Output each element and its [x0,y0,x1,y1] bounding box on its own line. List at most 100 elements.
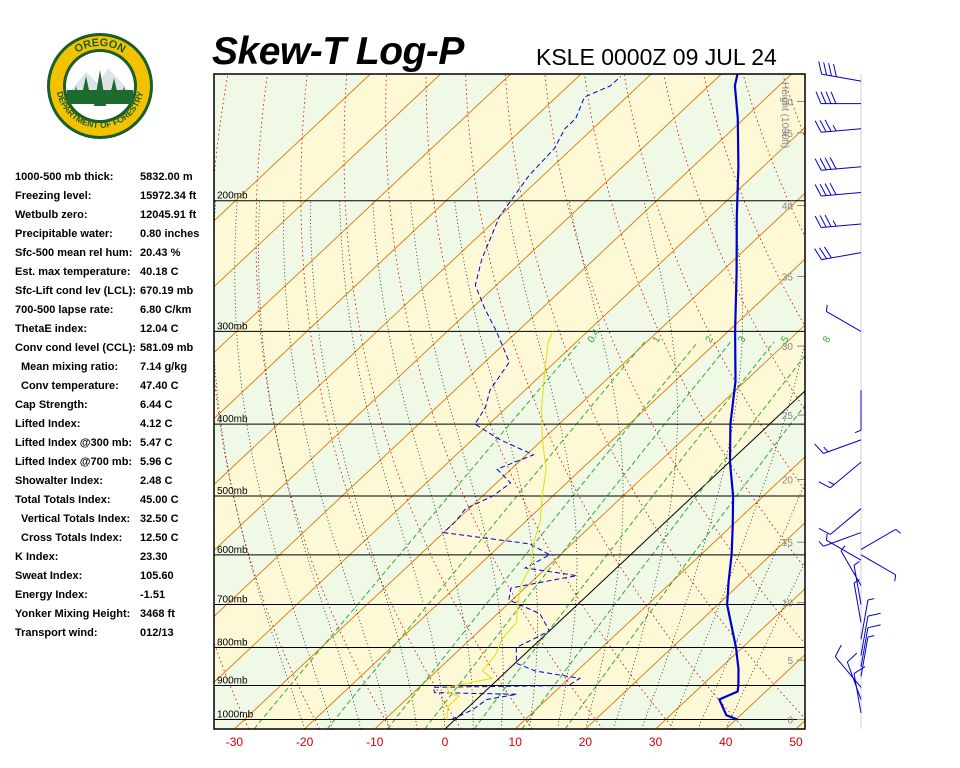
wind-barb [825,304,862,332]
plot-area [214,74,960,729]
isotherm [214,74,441,288]
height-label: 25 [782,411,794,422]
index-row: Lifted Index @700 mb: 5.96 C [15,453,215,472]
moist-adiabat [234,200,334,729]
mixing-ratio-line [326,341,646,729]
index-value: 0.80 inches [140,228,200,240]
wind-barbs [814,61,902,714]
wind-barb [814,157,862,171]
mixing-ratio-line [564,404,805,729]
height-label: 35 [782,272,794,283]
index-label: Energy Index: [15,589,88,601]
isotherm [374,324,805,729]
dry-adiabat [782,74,805,139]
wind-barb [818,61,862,82]
moist-adiabat [309,200,418,729]
index-value: 32.50 C [140,513,179,525]
isotherm [214,74,371,222]
index-value: 12.04 C [140,323,179,335]
index-value: 5832.00 m [140,171,193,183]
zero-isotherm [444,390,805,729]
moist-adiabat [454,200,538,729]
wind-barb [853,666,866,714]
height-label: 15 [782,538,794,549]
index-row: Transport wind: 012/13 [15,624,215,643]
index-label: Conv cond level (CCL): [15,342,137,354]
index-row: Wetbulb zero: 12045.91 ft [15,206,215,225]
dry-adiabat [385,74,604,729]
wind-barb [814,182,862,197]
index-label: Lifted Index: [15,418,81,430]
height-label: 0 [787,715,793,726]
index-label: Mean mixing ratio: [21,361,119,373]
station-time: KSLE 0000Z 09 JUL 24 [536,44,777,70]
index-label: Wetbulb zero: [15,209,88,221]
wind-barb [853,561,862,605]
pressure-label: 800mb [217,638,248,649]
index-label: Cross Totals Index: [21,532,123,544]
index-label: Freezing level: [15,190,92,202]
index-value: 012/13 [140,627,174,639]
index-row: Est. max temperature: 40.18 C [15,263,215,282]
index-label: Total Totals Index: [15,494,111,506]
wind-barb [860,612,881,656]
index-row: Freezing level: 15972.34 ft [15,187,215,206]
mixing-ratio-line [521,354,805,729]
index-row: Vertical Totals Index: 32.50 C [15,510,215,529]
pressure-label: 400mb [217,414,248,425]
svg-text:OREGON: OREGON [73,37,128,56]
wind-barb [818,508,862,535]
x-tick-label: -30 [226,735,244,749]
index-row: Cap Strength: 6.44 C [15,396,215,415]
isotherm [214,74,722,552]
index-row: Energy Index: -1.51 [15,586,215,605]
oregon-department-of-forestry-logo: OREGON DEPARTMENT OF FORESTRY [47,33,153,139]
index-row: Sweat Index: 105.60 [15,567,215,586]
mixing-ratio-label: 1 [651,334,664,345]
wind-barb [834,644,862,688]
x-tick-label: 10 [509,735,523,749]
dry-adiabat [823,75,960,729]
index-value: 12.50 C [140,532,179,544]
wind-barb [860,598,875,640]
pressure-label: 600mb [217,545,248,556]
isotherm [655,588,805,729]
index-row: Sfc-500 mean rel hum: 20.43 % [15,244,215,263]
index-value: 5.96 C [140,456,173,468]
index-row: Mean mixing ratio: 7.14 g/kg [15,358,215,377]
index-label: Sfc-Lift cond lev (LCL): [15,285,136,297]
index-value: 12045.91 ft [140,209,197,221]
wind-barb [814,214,862,228]
series-0 [717,74,740,721]
dry-adiabat [862,75,960,729]
dry-adiabat [942,75,960,729]
isotherm [214,74,792,617]
height-label: 40 [782,201,794,212]
dry-adiabat [623,74,805,491]
dry-adiabat [255,74,391,729]
series-2 [446,331,554,720]
sounding-indices-table: 1000-500 mb thick: 5832.00 m Freezing leve… [15,168,215,643]
index-value: 6.44 C [140,399,173,411]
x-tick-label: -20 [296,735,314,749]
index-value: 15972.34 ft [140,190,197,202]
pressure-label: 500mb [217,486,248,497]
index-row: Lifted Index: 4.12 C [15,415,215,434]
wind-barb [814,246,862,261]
chart-title: Skew-T Log-P [212,30,464,73]
height-axis-title: Height (1000ft) [779,82,790,148]
index-value: 105.60 [140,570,174,582]
height-label: 10 [782,599,794,610]
isotherm [214,74,512,354]
index-value: 3468 ft [140,608,175,620]
x-tick-label: 40 [719,735,733,749]
index-label: Conv temperature: [21,380,119,392]
dry-adiabat [465,74,745,729]
pressure-label: 200mb [217,191,248,202]
index-row: 1000-500 mb thick: 5832.00 m [15,168,215,187]
index-label: Sfc-500 mean rel hum: [15,247,133,259]
isotherm-band [796,720,805,729]
index-value: 45.00 C [140,494,179,506]
index-label: 1000-500 mb thick: [15,171,114,183]
moist-adiabat [669,340,805,729]
